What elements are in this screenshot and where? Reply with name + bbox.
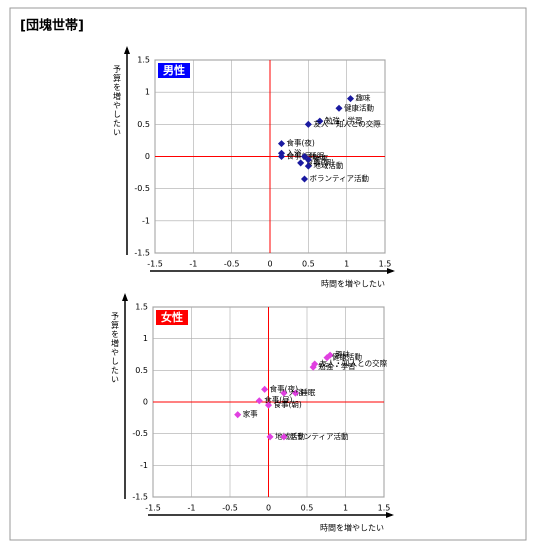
- point: [309, 363, 317, 371]
- point-label: 食事(朝): [274, 399, 302, 409]
- point-label: 入浴: [287, 147, 302, 157]
- point: [261, 385, 269, 393]
- y-tick-label: 1.5: [137, 56, 150, 65]
- legend-label: 女性: [161, 310, 183, 324]
- y-tick-label: -1.5: [132, 493, 148, 502]
- point-label: 食事(昼): [264, 395, 292, 405]
- x-tick-label: 1.5: [378, 504, 391, 513]
- y-tick-label: -0.5: [132, 429, 148, 438]
- page-title: [団塊世帯]: [20, 18, 84, 34]
- x-tick-label: -0.5: [222, 504, 238, 513]
- point: [234, 411, 242, 419]
- point: [304, 120, 312, 128]
- point: [264, 401, 273, 409]
- legend: 女性: [156, 310, 188, 325]
- point-label: 健康活動: [332, 352, 362, 362]
- point: [316, 117, 324, 125]
- y-tick-label: -0.5: [134, 184, 150, 193]
- point-label: 友人・知人との交際: [320, 358, 388, 368]
- point-label: 家事: [313, 154, 328, 164]
- point: [280, 433, 288, 441]
- y-tick-label: 0: [145, 152, 150, 161]
- y-tick-label: 1.5: [135, 303, 148, 312]
- y-tick-label: -1: [140, 461, 148, 470]
- point: [266, 433, 274, 441]
- point-label: 睡眠: [300, 388, 315, 397]
- point-label: 趣味: [335, 349, 350, 359]
- x-tick-label: 0.5: [302, 260, 315, 269]
- point: [304, 156, 312, 164]
- x-tick-label: 0.5: [301, 504, 314, 513]
- x-axis-title: 時間を増やしたい: [320, 523, 384, 533]
- x-tick-label: 0: [267, 260, 272, 269]
- point: [323, 354, 331, 362]
- arrow-head: [124, 46, 130, 54]
- point-label: 食事(昼): [287, 151, 315, 161]
- y-tick-label: 0: [143, 398, 148, 407]
- legend: 男性: [158, 63, 190, 78]
- point-label: 地域活動: [275, 431, 305, 441]
- point: [346, 95, 355, 103]
- legend-label: 男性: [163, 63, 185, 77]
- point-label: 睡眠: [310, 152, 325, 161]
- point: [277, 152, 286, 161]
- arrow-head: [386, 512, 394, 518]
- point-label: 健康活動: [344, 102, 374, 112]
- point: [280, 389, 288, 397]
- point-label: 地域活動: [313, 160, 343, 170]
- legend-box: [156, 310, 188, 325]
- arrow-head: [122, 293, 128, 301]
- point: [335, 104, 343, 112]
- x-tick-label: 1: [343, 504, 348, 513]
- point: [304, 162, 312, 170]
- point: [297, 159, 305, 167]
- point-label: 友人・知人との交際: [313, 118, 381, 128]
- point: [255, 397, 263, 405]
- x-tick-label: 1: [344, 260, 349, 269]
- point-label: ボランティア活動: [310, 173, 370, 183]
- x-tick-label: -1.5: [147, 260, 163, 269]
- point-label: 食事(夜): [270, 383, 298, 393]
- point-label: 勉強・学習: [325, 115, 363, 125]
- y-tick-label: 0.5: [135, 366, 148, 375]
- point-label: 食事(夜): [287, 138, 315, 148]
- y-tick-label: -1.5: [134, 249, 150, 258]
- x-axis-title: 時間を増やしたい: [321, 279, 385, 289]
- x-tick-label: -0.5: [224, 260, 240, 269]
- arrow-head: [387, 268, 395, 274]
- x-tick-label: 1.5: [379, 260, 392, 269]
- legend-box: [158, 63, 190, 78]
- y-tick-label: -1: [142, 216, 150, 225]
- point: [277, 140, 286, 148]
- point: [291, 389, 299, 397]
- y-axis-title: 予算を増やしたい: [111, 312, 120, 384]
- y-axis-title: 予算を増やしたい: [113, 65, 122, 137]
- point: [300, 175, 309, 183]
- x-tick-label: -1.5: [145, 504, 161, 513]
- point-label: ボランティア活動: [289, 431, 349, 441]
- point-label: 勉強・学習: [318, 361, 356, 371]
- x-tick-label: -1: [189, 260, 197, 269]
- y-tick-label: 1: [143, 334, 148, 343]
- point-label: 食事(朝): [306, 157, 334, 167]
- point-label: 家事: [243, 409, 258, 419]
- y-tick-label: 1: [145, 88, 150, 97]
- x-tick-label: -1: [188, 504, 196, 513]
- x-tick-label: 0: [266, 504, 271, 513]
- y-tick-label: 0.5: [137, 120, 150, 129]
- point-label: 趣味: [356, 93, 371, 103]
